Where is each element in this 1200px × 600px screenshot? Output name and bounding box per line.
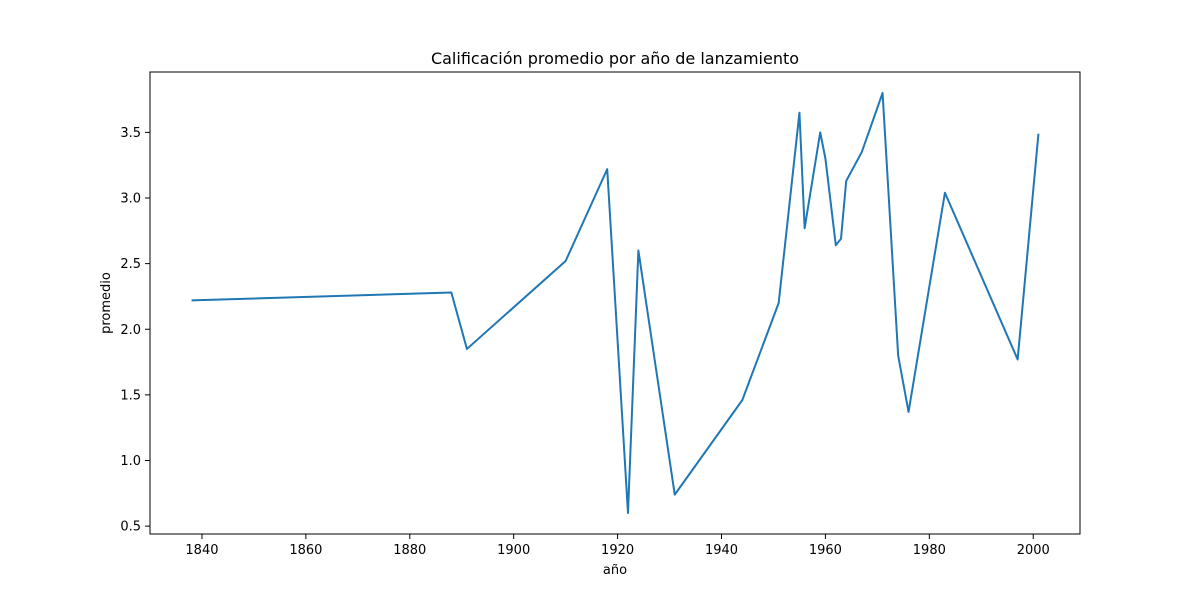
y-tick-label: 3.5	[120, 126, 141, 141]
x-tick-label: 1960	[809, 543, 842, 558]
chart-title: Calificación promedio por año de lanzami…	[431, 49, 799, 68]
y-tick-label: 1.5	[120, 388, 141, 403]
x-tick-label: 1980	[913, 543, 946, 558]
x-axis-label: año	[603, 563, 627, 578]
x-tick-label: 1840	[185, 543, 218, 558]
plot-frame	[149, 71, 1081, 535]
y-axis-label: promedio	[99, 272, 114, 334]
x-tick-label: 1880	[393, 543, 426, 558]
x-tick-label: 1920	[601, 543, 634, 558]
y-tick-label: 0.5	[120, 520, 141, 535]
x-axis-ticks: 1840 1860 1880 1900 1920 1940 1960 1980 2000	[185, 534, 1050, 558]
series-line-0	[191, 92, 1040, 514]
y-tick-label: 2.5	[120, 257, 141, 272]
y-tick-label: 2.0	[120, 323, 141, 338]
plot-area	[191, 92, 1040, 514]
x-tick-label: 1940	[705, 543, 738, 558]
y-tick-label: 3.0	[120, 192, 141, 207]
y-tick-label: 1.0	[120, 454, 141, 469]
x-tick-label: 1860	[289, 543, 322, 558]
y-axis-ticks: 0.5 1.0 1.5 2.0 2.5 3.0 3.5	[120, 126, 150, 535]
x-tick-label: 2000	[1017, 543, 1050, 558]
x-tick-label: 1900	[497, 543, 530, 558]
